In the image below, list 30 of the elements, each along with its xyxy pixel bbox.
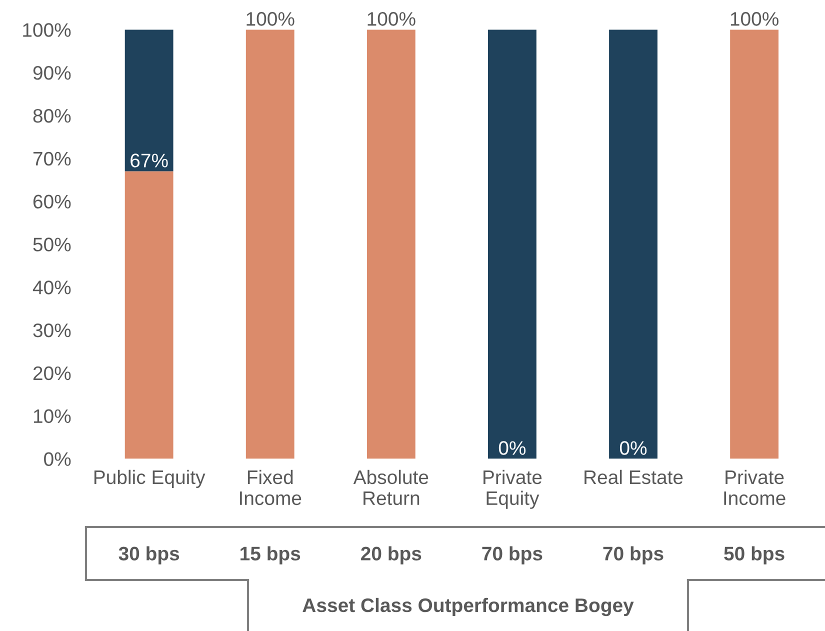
data-label: 100% bbox=[246, 12, 294, 26]
y-tick-label: 50% bbox=[33, 238, 71, 252]
data-label: 100% bbox=[368, 12, 416, 26]
x-tick-label: Absolute Return bbox=[353, 470, 428, 506]
text: 70 bps bbox=[603, 546, 664, 564]
y-tick-label: 100% bbox=[23, 23, 71, 37]
text: 30 bps bbox=[118, 546, 180, 564]
y-tick-label: 60% bbox=[33, 194, 71, 209]
x-tick-label: Private Income bbox=[724, 470, 786, 506]
data-label: 100% bbox=[730, 12, 778, 26]
y-tick-label: 30% bbox=[33, 323, 71, 338]
text: 20 bps bbox=[361, 546, 422, 564]
x-tick-label: Private Equity bbox=[484, 470, 542, 509]
text: 70 bps bbox=[482, 546, 542, 564]
x-axis-title: Asset Class Outperformance Bogey bbox=[302, 598, 634, 616]
y-tick-label: 70% bbox=[33, 152, 71, 166]
text: 15 bps bbox=[240, 546, 300, 564]
data-label: 67% bbox=[130, 154, 168, 168]
y-tick-label: 40% bbox=[32, 280, 71, 294]
y-tick-label: 80% bbox=[33, 108, 71, 123]
x-tick-label: Fixed Income bbox=[240, 470, 302, 506]
y-tick-label: 20% bbox=[33, 366, 71, 380]
y-tick-label: 10% bbox=[34, 409, 71, 424]
annotation: 0% bbox=[498, 441, 526, 455]
y-tick-label: 0% bbox=[44, 452, 71, 466]
x-tick-label: Real Estate bbox=[584, 470, 683, 484]
x-tick-label: Public Equity bbox=[94, 470, 206, 488]
text: 50 bps bbox=[724, 546, 784, 564]
annotation: 0% bbox=[620, 441, 647, 455]
y-tick-label: 90% bbox=[33, 66, 71, 80]
